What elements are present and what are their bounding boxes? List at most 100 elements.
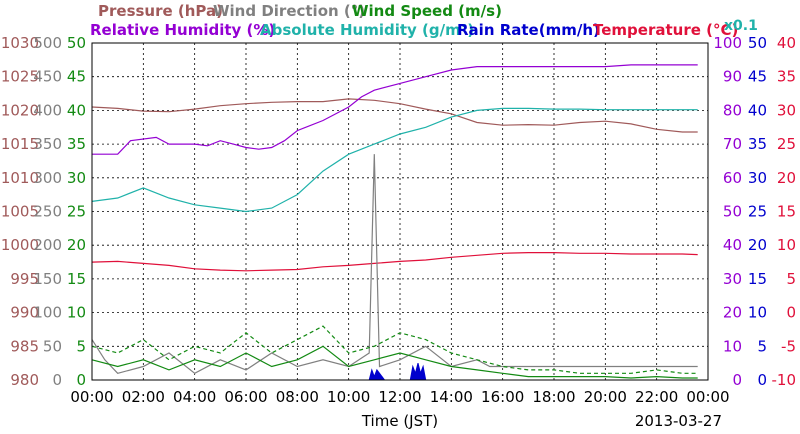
- y-tick-wind_direction: 400: [33, 101, 62, 119]
- x-tick-label: 04:00: [173, 388, 216, 406]
- legend-title-1-1: Absolute Humidity (g/m³): [260, 21, 474, 39]
- y-tick-wind_speed: 45: [67, 68, 86, 86]
- y-tick-rain_rate: 35: [748, 135, 767, 153]
- y-tick-wind_direction: 350: [33, 135, 62, 153]
- y-tick-pressure: 1015: [1, 135, 39, 153]
- series-line-0: [91, 98, 698, 133]
- y-tick-pressure: 980: [10, 371, 39, 389]
- x-tick-label: 20:00: [584, 388, 627, 406]
- y-tick-wind_speed: 20: [67, 236, 86, 254]
- y-tick-rain_rate: 5: [757, 337, 767, 355]
- plot-frame: [91, 42, 709, 381]
- y-tick-wind_direction: 250: [33, 203, 62, 221]
- x-tick-label: 00:00: [686, 388, 729, 406]
- chart-titles: Pressure (hPa)Wind Direction (°)Wind Spe…: [90, 2, 738, 39]
- y-tick-rain_rate: 15: [748, 270, 767, 288]
- y-tick-humidity: 100: [713, 34, 742, 52]
- x-tick-label: 00:00: [70, 388, 113, 406]
- y-tick-humidity: 50: [723, 203, 742, 221]
- series-line-5: [91, 345, 698, 379]
- y-tick-pressure: 1010: [1, 169, 39, 187]
- y-tick-temperature: 20: [777, 169, 796, 187]
- y-tick-temperature: 10: [777, 236, 796, 254]
- y-axes: 9809859909951000100510101015102010251030…: [1, 34, 796, 389]
- y-tick-pressure: 1030: [1, 34, 39, 52]
- x-tick-label: 16:00: [481, 388, 524, 406]
- y-tick-pressure: 1000: [1, 236, 39, 254]
- y-tick-wind_direction: 200: [33, 236, 62, 254]
- x-tick-label: 10:00: [327, 388, 370, 406]
- y-tick-temperature: 40: [777, 34, 796, 52]
- y-tick-pressure: 985: [10, 337, 39, 355]
- y-tick-humidity: 20: [723, 304, 742, 322]
- legend-title-0-0: Pressure (hPa): [98, 2, 223, 20]
- series-line-2: [92, 64, 698, 155]
- y-tick-pressure: 990: [10, 304, 39, 322]
- y-tick-humidity: 70: [723, 135, 742, 153]
- date-label: 2013-03-27: [635, 412, 722, 430]
- y-tick-wind_direction: 0: [52, 371, 62, 389]
- y-tick-humidity: 10: [723, 337, 742, 355]
- y-tick-wind_speed: 0: [76, 371, 86, 389]
- y-tick-wind_direction: 100: [33, 304, 62, 322]
- x-axis-ticks: 00:00 02:00 04:00 06:00 08:00 10:00 12:00 14:00…: [70, 388, 729, 406]
- y-tick-wind_speed: 5: [76, 337, 86, 355]
- y-tick-pressure: 995: [10, 270, 39, 288]
- grid: [92, 43, 708, 380]
- y-tick-wind_direction: 50: [43, 337, 62, 355]
- y-tick-rain_rate: 30: [748, 169, 767, 187]
- y-tick-pressure: 1025: [1, 68, 39, 86]
- y-tick-wind_speed: 15: [67, 270, 86, 288]
- y-tick-wind_speed: 10: [67, 304, 86, 322]
- series-line-3: [91, 252, 698, 272]
- y-tick-humidity: 60: [723, 169, 742, 187]
- y-tick-pressure: 1020: [1, 101, 39, 119]
- x-tick-label: 06:00: [224, 388, 267, 406]
- y-tick-wind_speed: 30: [67, 169, 86, 187]
- y-tick-humidity: 40: [723, 236, 742, 254]
- y-tick-humidity: 0: [732, 371, 742, 389]
- series-line-6: [91, 325, 698, 374]
- y-tick-wind_speed: 40: [67, 101, 86, 119]
- x-tick-label: 02:00: [122, 388, 165, 406]
- y-tick-temperature: 5: [786, 270, 796, 288]
- x-tick-label: 08:00: [276, 388, 319, 406]
- y-tick-wind_direction: 500: [33, 34, 62, 52]
- y-tick-rain_rate: 45: [748, 68, 767, 86]
- y-tick-wind_speed: 50: [67, 34, 86, 52]
- y-tick-rain_rate: 40: [748, 101, 767, 119]
- y-tick-rain_rate: 0: [757, 371, 767, 389]
- y-tick-temperature: -5: [781, 337, 796, 355]
- x-axis-label: Time (JST): [361, 412, 438, 430]
- y-tick-wind_direction: 150: [33, 270, 62, 288]
- legend-title-0-1: Wind Direction (°): [213, 2, 365, 20]
- y-tick-temperature: 25: [777, 135, 796, 153]
- series-rain-rate: [368, 362, 427, 381]
- y-tick-temperature: 0: [786, 304, 796, 322]
- y-tick-humidity: 90: [723, 68, 742, 86]
- y-tick-wind_speed: 25: [67, 203, 86, 221]
- y-tick-temperature: 35: [777, 68, 796, 86]
- y-tick-humidity: 30: [723, 270, 742, 288]
- y-tick-rain_rate: 25: [748, 203, 767, 221]
- x-tick-label: 14:00: [430, 388, 473, 406]
- series-group: [91, 64, 698, 381]
- legend-title-0-2: Wind Speed (m/s): [352, 2, 502, 20]
- legend-title-1-3: Temperature (°C): [593, 21, 738, 39]
- x-tick-label: 18:00: [532, 388, 575, 406]
- legend-title-1-2: Rain Rate(mm/h): [457, 21, 600, 39]
- series-line-4: [91, 154, 698, 375]
- series-line-1: [91, 107, 698, 213]
- x-tick-label: 12:00: [378, 388, 421, 406]
- corner-note: x0.1: [724, 18, 758, 34]
- y-tick-rain_rate: 50: [748, 34, 767, 52]
- y-tick-temperature: 15: [777, 203, 796, 221]
- y-tick-wind_speed: 35: [67, 135, 86, 153]
- y-tick-temperature: -10: [772, 371, 797, 389]
- y-tick-wind_direction: 450: [33, 68, 62, 86]
- y-tick-temperature: 30: [777, 101, 796, 119]
- legend-title-1-0: Relative Humidity (%): [90, 21, 275, 39]
- x-tick-label: 22:00: [635, 388, 678, 406]
- y-tick-rain_rate: 20: [748, 236, 767, 254]
